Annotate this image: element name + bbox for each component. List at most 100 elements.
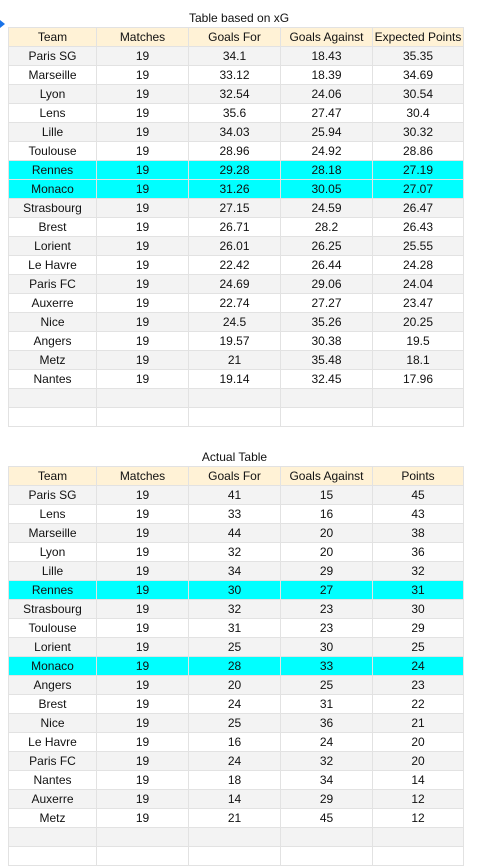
value-cell[interactable]: 34.1 [188,46,281,66]
value-cell[interactable]: 22.42 [188,255,281,275]
value-cell[interactable]: 21 [188,350,281,370]
value-cell[interactable]: 24.28 [372,255,464,275]
value-cell[interactable]: 19 [96,485,189,505]
value-cell[interactable]: 20.25 [372,312,464,332]
value-cell[interactable]: 45 [372,485,464,505]
empty-cell[interactable] [280,827,373,847]
empty-cell[interactable] [8,846,97,866]
empty-cell[interactable] [188,388,281,408]
column-header[interactable]: Matches [96,466,189,486]
column-header[interactable]: Team [8,466,97,486]
team-cell[interactable]: Nantes [8,369,97,389]
team-cell[interactable]: Strasbourg [8,599,97,619]
team-cell[interactable]: Auxerre [8,789,97,809]
value-cell[interactable]: 30.38 [280,331,373,351]
value-cell[interactable]: 19 [96,103,189,123]
empty-cell[interactable] [372,827,464,847]
value-cell[interactable]: 32 [280,751,373,771]
value-cell[interactable]: 19 [96,580,189,600]
value-cell[interactable]: 25 [188,637,281,657]
value-cell[interactable]: 19 [96,141,189,161]
value-cell[interactable]: 23 [372,675,464,695]
team-cell[interactable]: Brest [8,694,97,714]
team-cell[interactable]: Paris SG [8,46,97,66]
team-cell[interactable]: Lorient [8,637,97,657]
value-cell[interactable]: 27.15 [188,198,281,218]
value-cell[interactable]: 19 [96,198,189,218]
team-cell[interactable]: Marseille [8,523,97,543]
value-cell[interactable]: 19 [96,732,189,752]
value-cell[interactable]: 18.39 [280,65,373,85]
value-cell[interactable]: 44 [188,523,281,543]
value-cell[interactable]: 32.45 [280,369,373,389]
value-cell[interactable]: 25 [372,637,464,657]
empty-cell[interactable] [8,827,97,847]
value-cell[interactable]: 19 [96,331,189,351]
value-cell[interactable]: 19 [96,312,189,332]
empty-cell[interactable] [372,407,464,427]
value-cell[interactable]: 27.07 [372,179,464,199]
value-cell[interactable]: 19 [96,293,189,313]
value-cell[interactable]: 31 [372,580,464,600]
team-cell[interactable]: Toulouse [8,618,97,638]
value-cell[interactable]: 19 [96,789,189,809]
value-cell[interactable]: 19.14 [188,369,281,389]
value-cell[interactable]: 24.92 [280,141,373,161]
value-cell[interactable]: 23 [280,599,373,619]
value-cell[interactable]: 24 [372,656,464,676]
value-cell[interactable]: 29 [280,561,373,581]
value-cell[interactable]: 19 [96,713,189,733]
value-cell[interactable]: 30 [372,599,464,619]
value-cell[interactable]: 24.5 [188,312,281,332]
value-cell[interactable]: 20 [280,523,373,543]
value-cell[interactable]: 30.32 [372,122,464,142]
column-header[interactable]: Matches [96,27,189,47]
value-cell[interactable]: 27.47 [280,103,373,123]
value-cell[interactable]: 30.05 [280,179,373,199]
team-cell[interactable]: Nantes [8,770,97,790]
value-cell[interactable]: 19 [96,561,189,581]
value-cell[interactable]: 19 [96,770,189,790]
value-cell[interactable]: 31 [280,694,373,714]
column-header[interactable]: Goals For [188,466,281,486]
team-cell[interactable]: Lens [8,504,97,524]
team-cell[interactable]: Rennes [8,580,97,600]
value-cell[interactable]: 38 [372,523,464,543]
empty-cell[interactable] [96,407,189,427]
value-cell[interactable]: 30 [188,580,281,600]
empty-cell[interactable] [96,846,189,866]
value-cell[interactable]: 31 [188,618,281,638]
value-cell[interactable]: 26.43 [372,217,464,237]
spreadsheet-cell[interactable] [8,447,97,467]
value-cell[interactable]: 43 [372,504,464,524]
value-cell[interactable]: 27 [280,580,373,600]
empty-cell[interactable] [280,388,373,408]
value-cell[interactable]: 14 [188,789,281,809]
value-cell[interactable]: 19 [96,751,189,771]
team-cell[interactable]: Angers [8,331,97,351]
value-cell[interactable]: 31.26 [188,179,281,199]
value-cell[interactable]: 19 [96,46,189,66]
value-cell[interactable]: 26.01 [188,236,281,256]
team-cell[interactable]: Marseille [8,65,97,85]
team-cell[interactable]: Nice [8,312,97,332]
value-cell[interactable]: 19 [96,65,189,85]
value-cell[interactable]: 33 [188,504,281,524]
value-cell[interactable]: 12 [372,789,464,809]
column-header[interactable]: Points [372,466,464,486]
team-cell[interactable]: Lyon [8,84,97,104]
value-cell[interactable]: 24.04 [372,274,464,294]
value-cell[interactable]: 19 [96,542,189,562]
value-cell[interactable]: 19 [96,808,189,828]
team-cell[interactable]: Lorient [8,236,97,256]
value-cell[interactable]: 35.48 [280,350,373,370]
value-cell[interactable]: 29 [280,789,373,809]
team-cell[interactable]: Paris FC [8,274,97,294]
value-cell[interactable]: 19 [96,656,189,676]
value-cell[interactable]: 21 [372,713,464,733]
value-cell[interactable]: 22.74 [188,293,281,313]
value-cell[interactable]: 36 [372,542,464,562]
empty-cell[interactable] [8,407,97,427]
value-cell[interactable]: 14 [372,770,464,790]
team-cell[interactable]: Nice [8,713,97,733]
